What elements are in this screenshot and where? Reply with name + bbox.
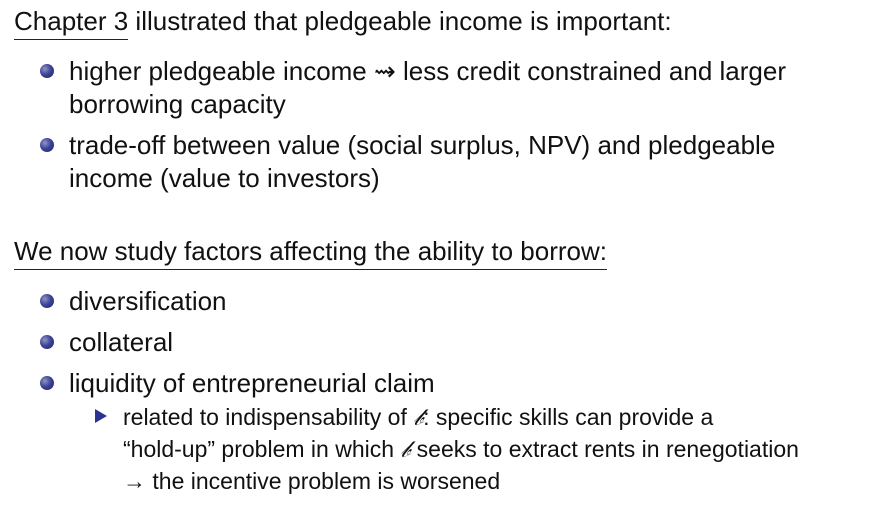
section2-heading-text: We now study factors affecting the abili… [14, 236, 607, 270]
section2-heading: We now study factors affecting the abili… [14, 236, 607, 270]
bullet-dot-icon [40, 376, 54, 390]
right-arrow-icon: → [123, 468, 146, 494]
list-item: collateral [40, 326, 435, 359]
section2-bullet-list: diversification collateral liquidity of … [40, 285, 435, 400]
bullet-dot-icon [40, 64, 54, 78]
chapter-reference: Chapter 3 [14, 6, 129, 40]
bullet-text: collateral [69, 327, 174, 357]
sub-bullet-text: “hold-up” problem in which [123, 436, 401, 462]
sub-bullet-list: related to indispensability of 𝒷: specif… [95, 402, 799, 497]
sub-bullet-text: seeks to extract rents in renegotiation [410, 436, 799, 462]
triangle-bullet-icon [95, 409, 107, 423]
sub-bullet-text: the incentive problem is worsened [146, 468, 501, 494]
bullet-text: diversification [69, 286, 227, 316]
bullet-text: higher pledgeable income [69, 56, 374, 86]
section1-heading-text: illustrated that pledgeable income is im… [128, 6, 672, 36]
bullet-text-line2: income (value to investors) [69, 163, 380, 193]
sub-list-item: related to indispensability of 𝒷: specif… [95, 402, 799, 497]
bullet-text: trade-off between value (social surplus,… [69, 130, 776, 160]
bullet-dot-icon [40, 138, 54, 152]
sub-bullet-text: related to indispensability of [123, 404, 414, 430]
list-item: trade-off between value (social surplus,… [40, 129, 786, 195]
leads-to-arrow-icon: ⇝ [374, 56, 396, 86]
script-b-symbol: 𝒷 [413, 405, 424, 431]
sub-bullet-text: : specific skills can provide a [423, 404, 714, 430]
list-item: diversification [40, 285, 435, 318]
bullet-dot-icon [40, 294, 54, 308]
list-item: liquidity of entrepreneurial claim [40, 367, 435, 400]
list-item: higher pledgeable income ⇝ less credit c… [40, 55, 786, 121]
bullet-dot-icon [40, 335, 54, 349]
bullet-text: liquidity of entrepreneurial claim [69, 368, 435, 398]
bullet-text-line2: borrowing capacity [69, 89, 286, 119]
section1-bullet-list: higher pledgeable income ⇝ less credit c… [40, 55, 786, 195]
script-b-symbol: 𝒷 [400, 437, 411, 463]
section1-heading: Chapter 3 illustrated that pledgeable in… [14, 6, 672, 40]
bullet-text: less credit constrained and larger [395, 56, 786, 86]
